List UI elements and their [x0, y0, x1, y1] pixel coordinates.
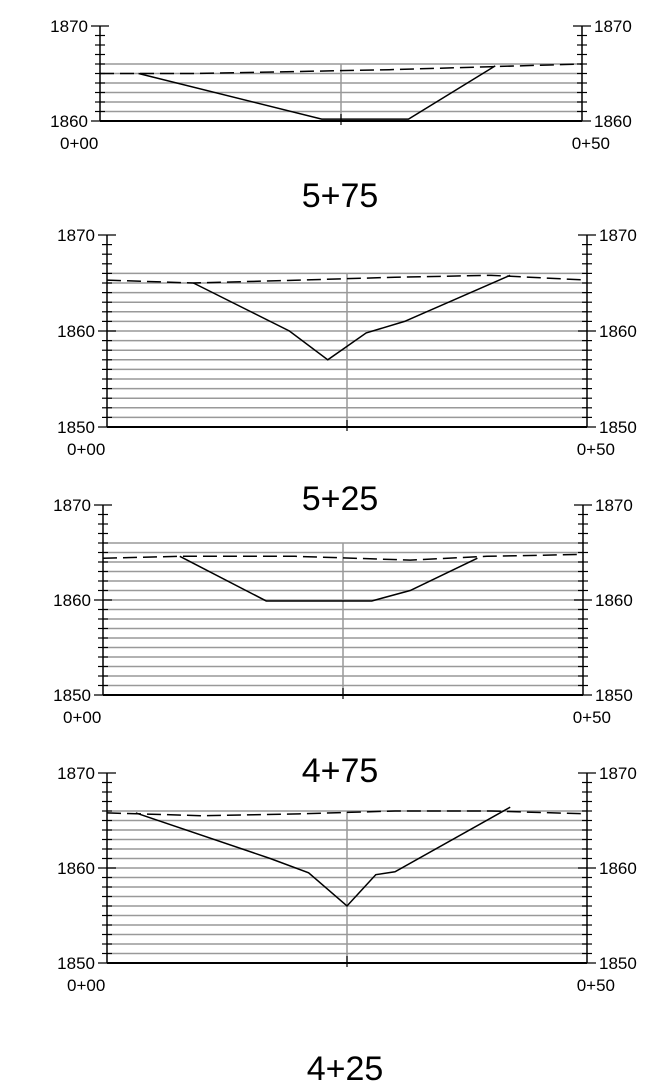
bottom-station-label: 4+25	[307, 1050, 384, 1088]
x-tick-label-start: 0+00	[67, 440, 105, 459]
y-tick-label-right: 1850	[595, 686, 633, 705]
x-tick-label-start: 0+00	[63, 708, 101, 727]
existing-ground-line	[106, 810, 588, 817]
y-tick-label-left: 1850	[57, 418, 95, 437]
y-tick-label-left: 1860	[57, 322, 95, 341]
existing-ground-line	[102, 553, 584, 561]
y-tick-label-right: 1870	[599, 226, 637, 245]
cross-section-chart: 1850 1860 1870 1850 1860 1870 0+00 0+50 4+75	[57, 752, 637, 995]
existing-ground-line	[106, 274, 588, 284]
x-tick-label-end: 0+50	[572, 134, 610, 153]
y-tick-label-right: 1860	[594, 112, 632, 131]
station-label: 5+75	[302, 177, 379, 215]
y-tick-label-left: 1870	[57, 764, 95, 783]
y-tick-label-left: 1870	[53, 496, 91, 515]
y-tick-label-left: 1860	[50, 112, 88, 131]
x-tick-label-end: 0+50	[577, 976, 615, 995]
x-tick-label-end: 0+50	[573, 708, 611, 727]
cross-section-chart: 1860 1870 1860 1870 0+00 0+50	[50, 17, 632, 153]
existing-ground-line	[100, 63, 583, 75]
proposed-section-line	[193, 274, 511, 361]
proposed-section-line	[138, 65, 496, 120]
y-tick-label-right: 1870	[594, 17, 632, 36]
y-tick-label-left: 1870	[57, 226, 95, 245]
y-tick-label-right: 1870	[599, 764, 637, 783]
y-tick-label-left: 1870	[50, 17, 88, 36]
y-tick-label-left: 1850	[57, 954, 95, 973]
cross-section-chart: 1850 1860 1870 1850 1860 1870 0+00 0+50 5+25	[53, 480, 633, 727]
cross-section-chart: 1850 1860 1870 1850 1860 1870 0+00 0+50 5+75	[57, 177, 637, 459]
y-tick-label-right: 1850	[599, 418, 637, 437]
y-tick-label-right: 1850	[599, 954, 637, 973]
station-label: 5+25	[302, 480, 379, 518]
y-tick-label-right: 1860	[599, 859, 637, 878]
x-tick-label-start: 0+00	[60, 134, 98, 153]
y-tick-label-left: 1850	[53, 686, 91, 705]
y-tick-label-left: 1860	[53, 591, 91, 610]
y-tick-label-left: 1860	[57, 859, 95, 878]
proposed-section-line	[135, 806, 511, 908]
y-tick-label-right: 1860	[595, 591, 633, 610]
y-tick-label-right: 1860	[599, 322, 637, 341]
x-tick-label-end: 0+50	[577, 440, 615, 459]
proposed-section-line	[179, 555, 478, 602]
x-tick-label-start: 0+00	[67, 976, 105, 995]
y-tick-label-right: 1870	[595, 496, 633, 515]
station-label: 4+75	[302, 752, 379, 790]
